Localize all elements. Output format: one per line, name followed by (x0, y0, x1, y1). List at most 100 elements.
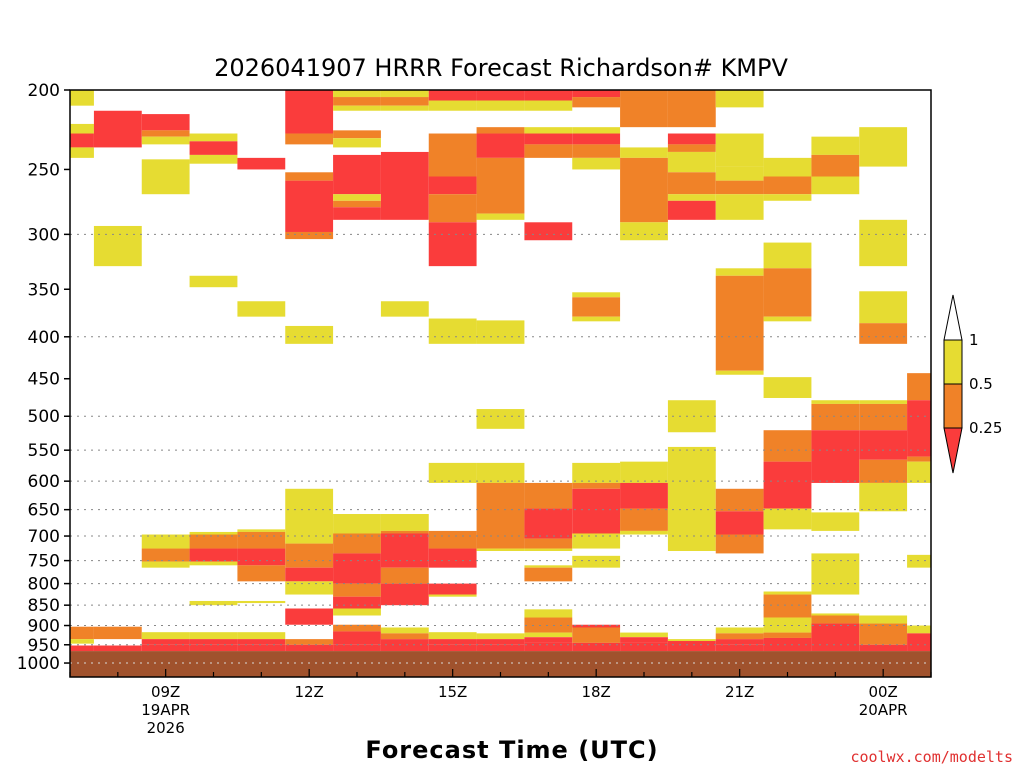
cell-yellow (141, 136, 190, 145)
cell-orange (572, 627, 621, 643)
cell-orange (333, 130, 381, 139)
cell-orange (476, 157, 525, 214)
cell-yellow (189, 600, 238, 606)
cell-orange (524, 538, 573, 549)
cell-yellow (620, 222, 668, 241)
cell-yellow (859, 400, 908, 404)
cell-red (715, 511, 764, 535)
cell-yellow (524, 548, 573, 551)
cell-yellow (620, 461, 668, 483)
cell-yellow (524, 127, 573, 134)
cell-orange (237, 531, 286, 549)
cell-red (524, 508, 573, 539)
cell-yellow (380, 627, 429, 634)
cell-orange (715, 633, 764, 640)
cell-red (333, 644, 381, 652)
cell-red (572, 90, 621, 98)
cell-yellow (811, 553, 860, 595)
cell-red (428, 548, 477, 568)
cell-orange (763, 268, 812, 317)
y-tick-label: 900 (28, 617, 60, 637)
cell-red (572, 642, 621, 652)
cell-red (907, 633, 931, 652)
cell-orange (859, 459, 908, 483)
cell-yellow (763, 157, 812, 177)
cell-orange (70, 626, 94, 640)
cell-red (859, 430, 908, 460)
cell-yellow (237, 301, 286, 317)
y-tick-label: 600 (28, 472, 60, 492)
cell-red (428, 639, 477, 645)
cell-red (763, 637, 812, 652)
legend-swatch-yellow (943, 339, 963, 385)
cell-yellow (428, 100, 477, 111)
cell-red (572, 133, 621, 145)
cell-orange (380, 530, 429, 534)
cell-orange (333, 583, 381, 597)
cell-yellow (715, 370, 764, 375)
cell-yellow (70, 147, 94, 158)
x-tick-label: 09Z (151, 683, 180, 701)
cell-yellow (859, 615, 908, 624)
cell-yellow (763, 508, 812, 530)
cell-red (70, 133, 94, 148)
cell-red (859, 644, 908, 652)
cell-yellow (572, 316, 621, 322)
cell-yellow (572, 292, 621, 298)
cell-red (428, 644, 477, 652)
cell-orange (285, 133, 334, 145)
cell-orange (476, 127, 525, 134)
x-axis-label: Forecast Time (UTC) (365, 736, 658, 764)
cell-red (380, 583, 429, 606)
cell-yellow (70, 639, 94, 644)
cell-orange (428, 530, 477, 549)
cell-orange (907, 373, 931, 401)
cell-yellow (428, 462, 477, 483)
cell-orange (333, 200, 381, 208)
cell-orange (428, 133, 477, 177)
cell-red (237, 639, 286, 645)
cell-yellow (189, 133, 238, 142)
cell-yellow (620, 147, 668, 158)
cell-yellow (667, 194, 716, 201)
cell-red (524, 637, 573, 643)
cell-red (524, 90, 573, 101)
cell-yellow (476, 409, 525, 429)
x-tick-label: 15Z (438, 683, 467, 701)
cell-yellow (141, 632, 190, 640)
cell-orange (763, 176, 812, 195)
cell-orange (285, 639, 334, 645)
cell-orange (667, 90, 716, 128)
cell-orange (667, 144, 716, 152)
cell-orange (811, 154, 860, 177)
cell-red (428, 222, 477, 267)
cell-yellow (476, 633, 525, 640)
cell-orange (763, 594, 812, 618)
cell-yellow (763, 316, 812, 322)
cell-red (524, 642, 573, 652)
cell-red (141, 644, 190, 652)
cell-red (763, 461, 812, 509)
cell-orange (380, 97, 429, 106)
cell-orange (715, 534, 764, 554)
cell-red (811, 623, 860, 652)
cell-yellow (428, 318, 477, 344)
cell-red (285, 90, 334, 134)
cell-orange (859, 623, 908, 645)
cell-yellow (476, 100, 525, 111)
legend-label: 0.25 (969, 419, 1002, 437)
cell-orange (907, 456, 931, 462)
cell-orange (524, 567, 573, 582)
cell-orange (428, 194, 477, 223)
cell-yellow (811, 512, 860, 531)
y-tick-label: 500 (28, 407, 60, 427)
cell-yellow (811, 613, 860, 616)
cell-yellow (333, 138, 381, 148)
cell-yellow (380, 514, 429, 531)
cell-yellow (859, 291, 908, 324)
x-tick-label: 12Z (294, 683, 323, 701)
cell-orange (524, 482, 573, 509)
cell-yellow (237, 600, 286, 604)
cell-orange (572, 297, 621, 317)
cell-yellow (859, 219, 908, 267)
